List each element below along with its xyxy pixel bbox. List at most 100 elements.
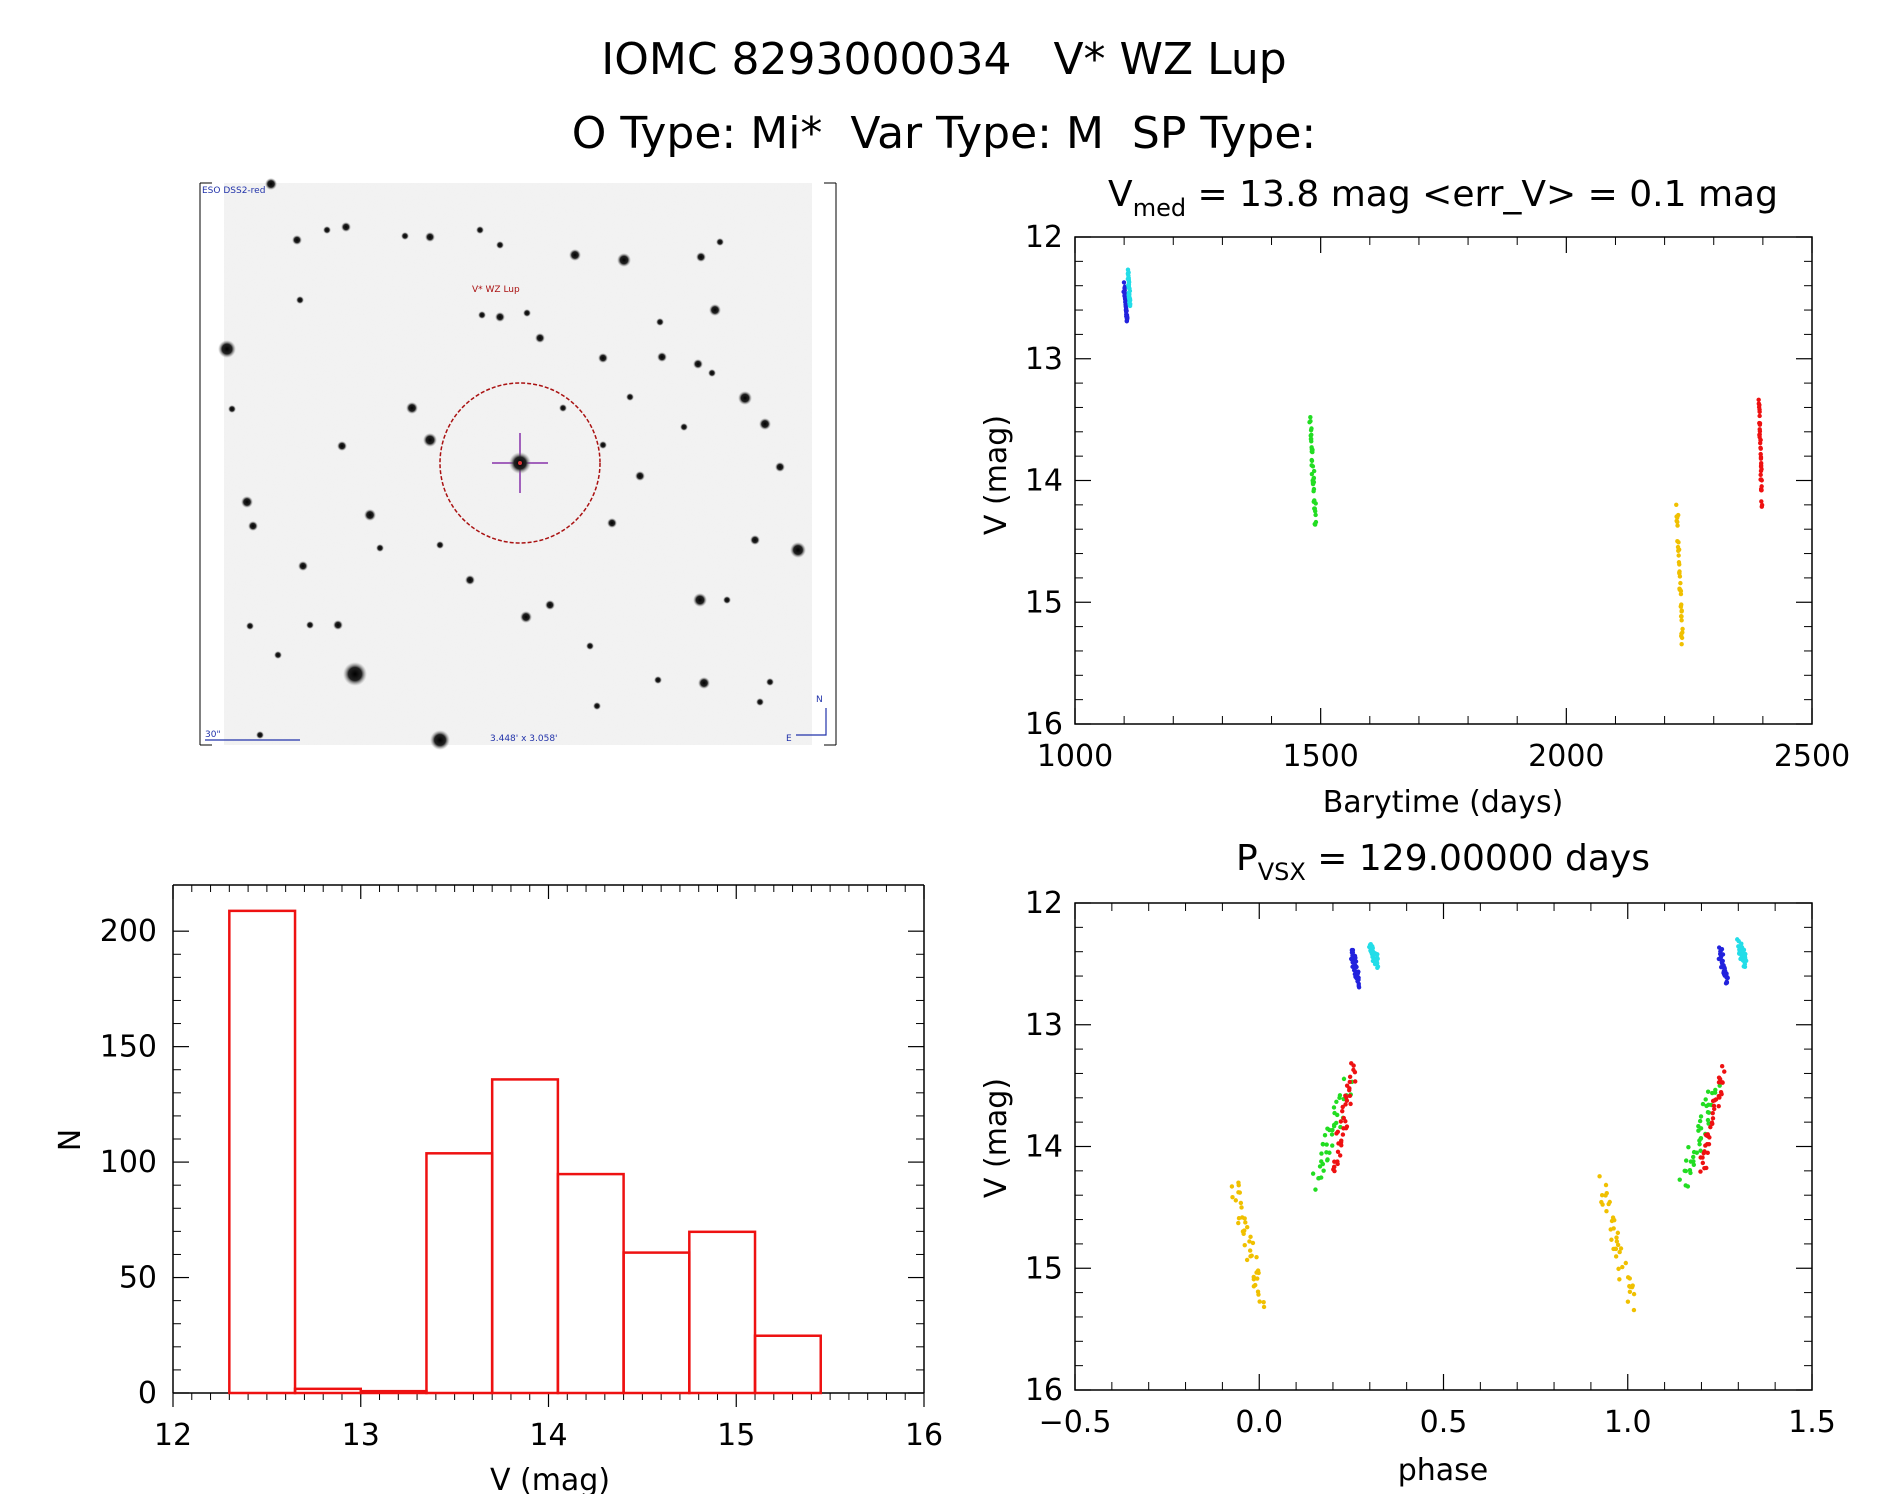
- histogram-bar: [293, 1387, 363, 1395]
- phased-point: [1623, 1260, 1629, 1266]
- phased-point: [1716, 1103, 1721, 1109]
- phased-point: [1705, 1117, 1711, 1123]
- phased-point: [1320, 1141, 1326, 1147]
- field-star: [478, 311, 486, 319]
- phased-plot-frame: [1074, 902, 1813, 1391]
- field-star: [406, 402, 418, 414]
- phased-point: [1688, 1159, 1694, 1164]
- lightcurve-point: [1309, 458, 1315, 464]
- phased-point: [1705, 1089, 1711, 1094]
- phased-point: [1698, 1169, 1703, 1174]
- field-star: [274, 651, 282, 659]
- phased-xtick-label: 0.5: [1420, 1405, 1468, 1440]
- phased-point: [1332, 1110, 1337, 1116]
- finder-chart: ESO DSS2-red V* WZ Lup 30" 3.448' x 3.05…: [199, 178, 837, 750]
- phased-point: [1722, 1069, 1727, 1074]
- phased-point: [1351, 960, 1357, 965]
- phased-point: [1682, 1168, 1687, 1173]
- lightcurve-point: [1126, 279, 1132, 285]
- phased-point: [1237, 1190, 1243, 1195]
- lightcurve-point: [1308, 415, 1313, 420]
- field-star: [750, 535, 760, 545]
- lightcurve-point: [1675, 523, 1680, 528]
- phased-point: [1244, 1257, 1250, 1263]
- phased-point: [1627, 1289, 1633, 1294]
- phased-point: [1254, 1270, 1259, 1275]
- phased-point: [1696, 1128, 1701, 1133]
- phased-point: [1335, 1161, 1340, 1167]
- field-star: [425, 232, 435, 242]
- phased-title: PVSX = 129.00000 days: [1236, 838, 1650, 886]
- phased-point: [1353, 955, 1358, 961]
- lightcurve-point: [1678, 588, 1684, 594]
- phased-point: [1261, 1299, 1266, 1305]
- phased-point: [1617, 1249, 1622, 1255]
- phased-point: [1254, 1254, 1259, 1260]
- phased-point: [1324, 1142, 1329, 1147]
- field-star: [593, 702, 601, 710]
- phased-ytick-label: 14: [1025, 1130, 1063, 1165]
- phased-title-main: P: [1236, 838, 1258, 879]
- field-star: [626, 393, 634, 401]
- field-star: [343, 662, 367, 686]
- phased-point: [1712, 1106, 1717, 1112]
- phased-point: [1240, 1229, 1246, 1234]
- phased-point: [1686, 1144, 1691, 1150]
- histogram-xtick-label: 16: [905, 1418, 943, 1453]
- phased-point: [1683, 1158, 1689, 1163]
- finder-scale-label: 30": [205, 730, 221, 740]
- field-star: [738, 391, 752, 405]
- phased-point: [1697, 1118, 1703, 1124]
- phased-point: [1625, 1299, 1631, 1304]
- lightcurve-point: [1759, 502, 1765, 508]
- phased-point: [1243, 1220, 1248, 1225]
- phased-title-rest: = 129.00000 days: [1306, 838, 1650, 879]
- field-star: [656, 318, 664, 326]
- phased-point: [1242, 1242, 1247, 1248]
- lightcurve-point: [1759, 499, 1764, 504]
- target-marker: [518, 461, 522, 465]
- lightcurve-point: [1313, 512, 1318, 518]
- field-star: [465, 575, 475, 585]
- phased-point: [1351, 1067, 1356, 1073]
- phased-point: [1606, 1201, 1611, 1207]
- lightcurve-title: Vmed = 13.8 mag <err_V> = 0.1 mag: [1108, 174, 1778, 222]
- phased-point: [1735, 937, 1740, 942]
- phased-point: [1698, 1114, 1704, 1119]
- phased-point: [1708, 1124, 1713, 1130]
- phased-point: [1697, 1142, 1702, 1147]
- phased-point: [1255, 1276, 1260, 1281]
- phased-point: [1696, 1124, 1701, 1129]
- field-star: [654, 676, 662, 684]
- phased-point: [1705, 1132, 1710, 1137]
- lightcurve-point: [1757, 402, 1762, 408]
- lightcurve-point: [1758, 456, 1764, 461]
- phased-point: [1261, 1304, 1267, 1310]
- phased-point: [1332, 1159, 1337, 1164]
- phased-point: [1245, 1224, 1250, 1230]
- field-star: [775, 462, 785, 472]
- lightcurve-point: [1758, 446, 1763, 451]
- field-star: [256, 731, 264, 739]
- phased-point: [1613, 1254, 1619, 1259]
- phased-point: [1723, 973, 1729, 978]
- lightcurve-point: [1757, 422, 1763, 427]
- lightcurve-point: [1758, 437, 1763, 443]
- lightcurve-plot-frame: [1074, 236, 1813, 725]
- field-star: [323, 226, 331, 234]
- finder-size-label: 3.448' x 3.058': [490, 734, 558, 744]
- lightcurve-ytick-label: 12: [1025, 220, 1063, 255]
- phased-point: [1717, 1083, 1722, 1088]
- phased-point: [1325, 1157, 1330, 1162]
- field-star: [759, 418, 771, 430]
- field-star: [333, 620, 343, 630]
- field-star: [248, 521, 258, 531]
- phased-point: [1620, 1264, 1625, 1270]
- phased-point: [1233, 1198, 1238, 1203]
- phased-point: [1722, 966, 1727, 972]
- phased-point: [1344, 1098, 1350, 1103]
- phased-point: [1331, 1164, 1337, 1170]
- phased-point: [1615, 1242, 1621, 1248]
- field-star: [296, 296, 304, 304]
- phased-point: [1702, 1149, 1707, 1154]
